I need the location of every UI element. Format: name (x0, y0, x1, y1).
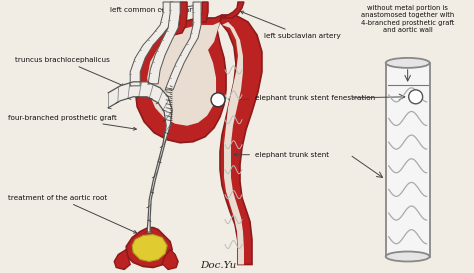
Ellipse shape (386, 58, 429, 68)
Polygon shape (174, 2, 187, 35)
Text: elephant trunk stent fenestration: elephant trunk stent fenestration (229, 95, 375, 101)
Ellipse shape (386, 251, 429, 262)
Text: Doc.Yu: Doc.Yu (200, 262, 236, 271)
Text: without metal portion is
anastomosed together with
4-branched prosthetic graft
a: without metal portion is anastomosed tog… (361, 5, 454, 34)
Polygon shape (147, 22, 220, 126)
Polygon shape (132, 235, 167, 262)
Polygon shape (126, 228, 172, 268)
Text: left subclavian artery: left subclavian artery (241, 11, 341, 39)
Polygon shape (130, 2, 173, 86)
Polygon shape (162, 250, 178, 269)
Polygon shape (198, 2, 208, 22)
Text: elephant trunk stent: elephant trunk stent (234, 152, 329, 158)
Polygon shape (108, 82, 172, 232)
Polygon shape (114, 250, 130, 269)
Polygon shape (165, 2, 201, 90)
Text: left common carotid artery: left common carotid artery (109, 4, 207, 13)
Text: four-branched prosthetic graft: four-branched prosthetic graft (9, 115, 137, 130)
Circle shape (211, 93, 225, 107)
Circle shape (409, 90, 423, 104)
Polygon shape (135, 15, 226, 143)
Polygon shape (386, 63, 429, 257)
Polygon shape (148, 2, 180, 84)
Text: treatment of the aortic root: treatment of the aortic root (9, 195, 137, 233)
Polygon shape (220, 15, 262, 265)
Polygon shape (222, 22, 244, 265)
Polygon shape (222, 2, 244, 18)
Text: truncus brachlocephalicus: truncus brachlocephalicus (16, 57, 125, 87)
